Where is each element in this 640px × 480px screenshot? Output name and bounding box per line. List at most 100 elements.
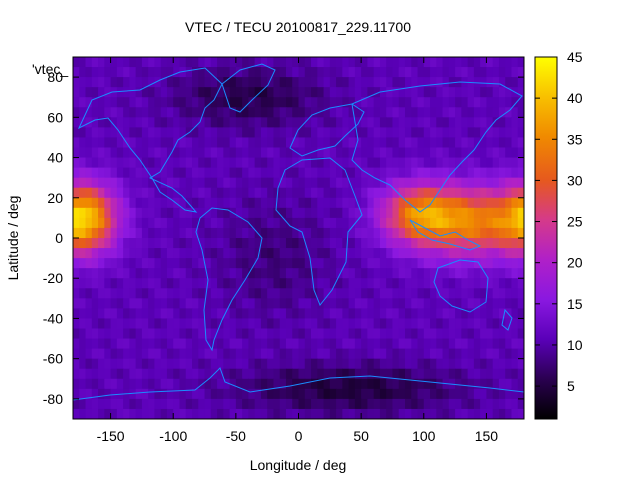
heatmap-cell — [411, 77, 419, 88]
heatmap-cell — [85, 248, 93, 259]
heatmap-cell — [141, 258, 149, 269]
heatmap-cell — [423, 248, 431, 259]
heatmap-cell — [354, 97, 362, 108]
heatmap-cell — [185, 248, 193, 259]
heatmap-cell — [448, 318, 456, 330]
heatmap-cell — [392, 268, 400, 279]
heatmap-cell — [129, 358, 137, 370]
heatmap-cell — [386, 308, 394, 320]
heatmap-cell — [123, 187, 130, 199]
heatmap-cell — [430, 137, 437, 149]
heatmap-cell — [404, 358, 412, 370]
heatmap-cell — [311, 278, 318, 289]
heatmap-cell — [392, 87, 400, 98]
heatmap-cell — [486, 57, 494, 68]
heatmap-cell — [361, 338, 369, 350]
heatmap-cell — [317, 157, 325, 169]
heatmap-cell — [430, 167, 437, 179]
heatmap-cell — [436, 117, 444, 128]
heatmap-cell — [116, 408, 124, 419]
heatmap-cell — [260, 328, 268, 340]
heatmap-cell — [217, 268, 224, 279]
heatmap-cell — [185, 298, 193, 309]
heatmap-cell — [73, 87, 80, 98]
heatmap-cell — [173, 348, 181, 360]
heatmap-cell — [517, 288, 524, 299]
heatmap-cell — [492, 288, 500, 299]
heatmap-cell — [98, 107, 105, 118]
heatmap-cell — [104, 137, 112, 149]
heatmap-cell — [217, 338, 224, 350]
heatmap-cell — [336, 288, 343, 299]
heatmap-cell — [85, 258, 93, 269]
heatmap-cell — [123, 258, 130, 269]
heatmap-cell — [386, 107, 394, 118]
heatmap-cell — [110, 318, 118, 330]
heatmap-cell — [455, 288, 462, 299]
heatmap-cell — [367, 268, 375, 279]
heatmap-cell — [192, 298, 199, 309]
heatmap-cell — [461, 288, 469, 299]
heatmap-cell — [354, 268, 362, 279]
heatmap-cell — [336, 388, 343, 400]
heatmap-cell — [379, 368, 387, 380]
heatmap-cell — [166, 258, 174, 269]
heatmap-cell — [210, 207, 218, 219]
heatmap-cell — [461, 207, 469, 219]
heatmap-cell — [329, 358, 337, 370]
heatmap-cell — [386, 358, 394, 370]
heatmap-cell — [361, 147, 369, 159]
heatmap-cell — [148, 258, 156, 269]
heatmap-cell — [242, 368, 249, 380]
heatmap-cell — [298, 258, 306, 269]
heatmap-cell — [279, 167, 287, 179]
heatmap-cell — [311, 87, 318, 98]
heatmap-cell — [292, 318, 300, 330]
heatmap-cell — [455, 278, 462, 289]
heatmap-cell — [473, 308, 481, 320]
heatmap-cell — [135, 278, 143, 289]
heatmap-cell — [242, 97, 249, 108]
heatmap-cell — [323, 207, 331, 219]
heatmap-cell — [480, 217, 488, 229]
heatmap-cell — [229, 348, 237, 360]
heatmap-cell — [417, 207, 425, 219]
heatmap-cell — [79, 177, 87, 189]
heatmap-cell — [110, 268, 118, 279]
heatmap-cell — [141, 318, 149, 330]
heatmap-cell — [492, 338, 500, 350]
heatmap-cell — [98, 77, 105, 88]
heatmap-cell — [79, 157, 87, 169]
heatmap-cell — [148, 388, 156, 400]
heatmap-cell — [141, 207, 149, 219]
heatmap-cell — [336, 248, 343, 259]
heatmap-cell — [254, 358, 262, 370]
heatmap-cell — [229, 77, 237, 88]
heatmap-cell — [135, 398, 143, 410]
heatmap-cell — [173, 408, 181, 419]
heatmap-cell — [367, 408, 375, 419]
heatmap-cell — [248, 378, 256, 390]
heatmap-cell — [141, 358, 149, 370]
heatmap-cell — [411, 388, 419, 400]
heatmap-cell — [486, 338, 494, 350]
heatmap-cell — [417, 388, 425, 400]
heatmap-cell — [217, 248, 224, 259]
heatmap-cell — [160, 268, 168, 279]
heatmap-cell — [204, 248, 212, 259]
heatmap-cell — [342, 338, 350, 350]
y-tick-label: 80 — [47, 69, 63, 85]
heatmap-cell — [198, 338, 206, 350]
heatmap-cell — [154, 328, 162, 340]
heatmap-cell — [242, 348, 249, 360]
heatmap-cell — [511, 127, 519, 139]
coastline-europe — [289, 103, 365, 157]
heatmap-cell — [411, 398, 419, 410]
heatmap-cell — [317, 408, 325, 419]
heatmap-cell — [123, 67, 130, 78]
heatmap-cell — [223, 137, 231, 149]
heatmap-cell — [467, 338, 475, 350]
heatmap-cell — [166, 107, 174, 118]
heatmap-cell — [179, 348, 187, 360]
heatmap-cell — [323, 77, 331, 88]
